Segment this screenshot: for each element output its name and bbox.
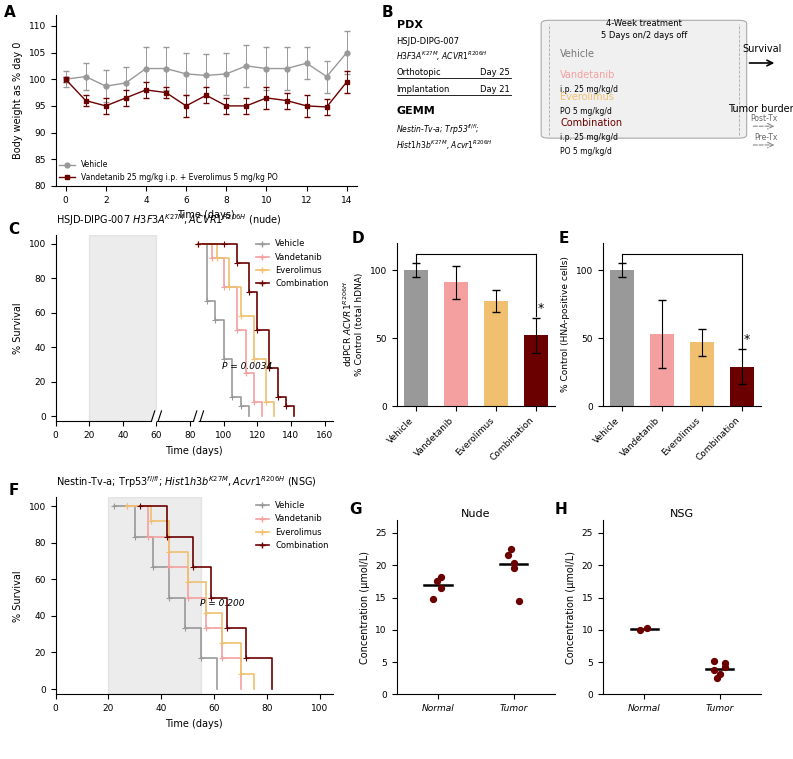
Text: Day 25: Day 25 (481, 68, 510, 77)
Text: i.p. 25 mg/kg/d: i.p. 25 mg/kg/d (560, 133, 619, 142)
Y-axis label: % Control (HNA-positive cells): % Control (HNA-positive cells) (561, 257, 570, 392)
Point (718, 657, 731, 669)
Y-axis label: Concentration (μmol/L): Concentration (μmol/L) (360, 551, 370, 663)
Point (718, 661, 731, 673)
Text: HSJD-DIPG-007: HSJD-DIPG-007 (396, 37, 460, 46)
Text: $Hist1h3b^{K27M}$, $Acvr1^{R206H}$: $Hist1h3b^{K27M}$, $Acvr1^{R206H}$ (396, 138, 493, 152)
Text: Vehicle: Vehicle (560, 49, 596, 59)
Bar (610, 270, 634, 406)
Text: Post-Tx: Post-Tx (750, 114, 777, 123)
Legend: Vehicle, Vandetanib, Everolimus, Combination: Vehicle, Vandetanib, Everolimus, Combina… (256, 501, 329, 550)
Text: C: C (9, 222, 20, 238)
Point (504, 543, 517, 555)
Text: *: * (538, 302, 544, 315)
Text: E: E (558, 231, 569, 247)
Bar (524, 335, 548, 406)
Text: Nestin-Tv-a; Trp53$^{fl/fl}$;: Nestin-Tv-a; Trp53$^{fl/fl}$; (396, 123, 481, 137)
Text: G: G (349, 502, 362, 518)
Point (508, 562, 520, 575)
Bar (650, 334, 674, 406)
Point (707, 664, 720, 676)
Point (435, 571, 447, 583)
Point (641, 622, 653, 634)
Text: Combination: Combination (560, 118, 623, 128)
Point (502, 550, 515, 562)
Text: 5 Days on/2 days off: 5 Days on/2 days off (601, 30, 687, 39)
Text: Tumor burden: Tumor burden (728, 104, 793, 114)
Bar (730, 367, 754, 406)
Text: Nestin-Tv-a; Trp53$^{fl/fl}$; $\it{Hist1h3b}$$^{K27M}$$\it{, Acvr1}$$^{R206H}$ (: Nestin-Tv-a; Trp53$^{fl/fl}$; $\it{Hist1… (56, 474, 316, 490)
Point (708, 655, 721, 667)
X-axis label: Time (days): Time (days) (166, 446, 223, 455)
Text: F: F (9, 483, 19, 499)
Point (714, 668, 726, 680)
Point (427, 593, 439, 605)
Text: HSJD-DIPG-007 $\it{H3F3A}$$^{K27M}$$\it{, ACVR1}$$^{R206H}$ (nude): HSJD-DIPG-007 $\it{H3F3A}$$^{K27M}$$\it{… (56, 212, 282, 228)
Text: P = 0.0034: P = 0.0034 (222, 362, 272, 371)
Legend: Vehicle, Vandetanib, Everolimus, Combination: Vehicle, Vandetanib, Everolimus, Combina… (256, 239, 329, 288)
Text: *: * (744, 333, 750, 346)
Point (435, 581, 448, 594)
Text: Day 21: Day 21 (481, 85, 510, 94)
Point (508, 557, 520, 569)
Y-axis label: Body weight as % day 0: Body weight as % day 0 (13, 42, 23, 159)
Point (513, 594, 526, 606)
Y-axis label: Concentration (μmol/L): Concentration (μmol/L) (566, 551, 576, 663)
Text: H: H (555, 502, 568, 518)
X-axis label: Time (days): Time (days) (178, 210, 235, 220)
Y-axis label: % Survival: % Survival (13, 302, 23, 354)
Text: Everolimus: Everolimus (560, 92, 614, 102)
Text: PDX: PDX (396, 20, 423, 30)
Bar (444, 282, 468, 406)
Point (431, 575, 443, 587)
Point (711, 672, 723, 685)
X-axis label: Time (days): Time (days) (166, 719, 223, 729)
Bar (404, 270, 427, 406)
Bar (89, 235, 156, 421)
Y-axis label: % Survival: % Survival (13, 570, 23, 622)
Text: 4-Week treatment: 4-Week treatment (606, 19, 682, 27)
Text: i.p. 25 mg/kg/d: i.p. 25 mg/kg/d (560, 85, 619, 94)
Text: B: B (381, 5, 393, 20)
FancyBboxPatch shape (541, 20, 747, 138)
Bar (484, 301, 508, 406)
Text: A: A (4, 5, 16, 20)
Y-axis label: ddPCR $\it{ACVR1}^{R206H}$
% Control (total hDNA): ddPCR $\it{ACVR1}^{R206H}$ % Control (to… (341, 272, 364, 376)
Title: Nude: Nude (461, 509, 491, 519)
Bar (109, 497, 201, 694)
Text: Pre-Tx: Pre-Tx (754, 133, 777, 141)
Text: D: D (352, 231, 365, 247)
Text: Orthotopic: Orthotopic (396, 68, 441, 77)
Text: $H3F3A^{K27M}$, $ACVR1^{R206H}$: $H3F3A^{K27M}$, $ACVR1^{R206H}$ (396, 49, 488, 63)
Point (634, 624, 646, 636)
Text: Survival: Survival (742, 45, 782, 55)
Text: PO 5 mg/kg/d: PO 5 mg/kg/d (560, 146, 612, 156)
Text: Implantation: Implantation (396, 85, 450, 94)
Text: PO 5 mg/kg/d: PO 5 mg/kg/d (560, 107, 612, 116)
Title: NSG: NSG (670, 509, 694, 519)
Legend: Vehicle, Vandetanib 25 mg/kg i.p. + Everolimus 5 mg/kg PO: Vehicle, Vandetanib 25 mg/kg i.p. + Ever… (59, 160, 278, 182)
Text: Vandetanib: Vandetanib (560, 70, 615, 80)
Bar (690, 342, 714, 406)
Text: P = 0.200: P = 0.200 (200, 599, 244, 608)
Text: GEMM: GEMM (396, 106, 435, 115)
